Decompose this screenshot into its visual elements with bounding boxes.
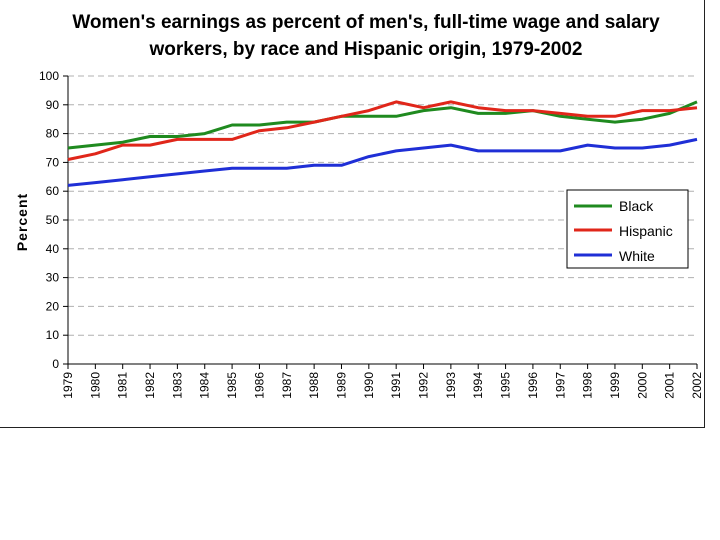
x-tick-label: 2001: [663, 372, 677, 399]
x-tick-label: 1993: [444, 372, 458, 399]
x-tick-label: 1982: [143, 372, 157, 399]
legend-label-white: White: [619, 248, 655, 264]
x-tick-label: 1994: [471, 372, 485, 399]
series-line-black: [67, 100, 698, 150]
y-tick-label: 0: [52, 357, 59, 371]
y-tick-label: 10: [46, 328, 60, 342]
y-tick-label: 70: [46, 155, 60, 169]
legend-label-hispanic: Hispanic: [619, 223, 673, 239]
series-lines: [67, 100, 698, 187]
y-tick-label: 20: [46, 299, 60, 313]
x-tick-label: 1997: [553, 372, 567, 399]
x-tick-label: 1983: [170, 372, 184, 399]
x-tick-label: 2002: [690, 372, 704, 399]
y-tick-label: 40: [46, 242, 60, 256]
chart-title-line-1: Women's earnings as percent of men's, fu…: [72, 12, 660, 33]
x-tick-label: 1985: [225, 372, 239, 399]
x-tick-label: 1980: [88, 372, 102, 399]
x-axis-ticks: 1979 1980 1981 1982 1983 1984 1985 1986 1987 1988…: [61, 364, 704, 399]
x-tick-label: 1998: [581, 372, 595, 399]
x-tick-label: 1990: [362, 372, 376, 399]
x-tick-label: 1996: [526, 372, 540, 399]
x-tick-label: 1987: [280, 372, 294, 399]
y-axis-ticks: 0 10 20 30 40 50 60 70 80 90 100: [39, 69, 68, 371]
x-tick-label: 1984: [198, 372, 212, 399]
series-line-white: [67, 137, 698, 187]
series-line-hispanic: [67, 100, 698, 161]
x-tick-label: 1986: [252, 372, 266, 399]
x-tick-label: 2000: [635, 372, 649, 399]
y-axis-label: Percent: [14, 193, 30, 251]
y-tick-label: 100: [39, 69, 59, 83]
x-tick-label: 1979: [61, 372, 75, 399]
y-tick-label: 50: [46, 213, 60, 227]
chart-frame: Women's earnings as percent of men's, fu…: [0, 0, 705, 428]
x-tick-label: 1999: [608, 372, 622, 399]
x-tick-label: 1992: [417, 372, 431, 399]
chart-title-line-2: workers, by race and Hispanic origin, 19…: [149, 39, 583, 60]
x-tick-label: 1989: [334, 372, 348, 399]
x-tick-label: 1991: [389, 372, 403, 399]
x-tick-label: 1981: [116, 372, 130, 399]
y-tick-label: 30: [46, 271, 60, 285]
legend: Black Hispanic White: [566, 189, 689, 269]
y-tick-label: 90: [46, 98, 60, 112]
x-tick-label: 1995: [499, 372, 513, 399]
legend-label-black: Black: [619, 198, 654, 214]
x-tick-label: 1988: [307, 372, 321, 399]
line-chart: Women's earnings as percent of men's, fu…: [14, 12, 704, 399]
y-tick-label: 60: [46, 184, 60, 198]
y-tick-label: 80: [46, 127, 60, 141]
